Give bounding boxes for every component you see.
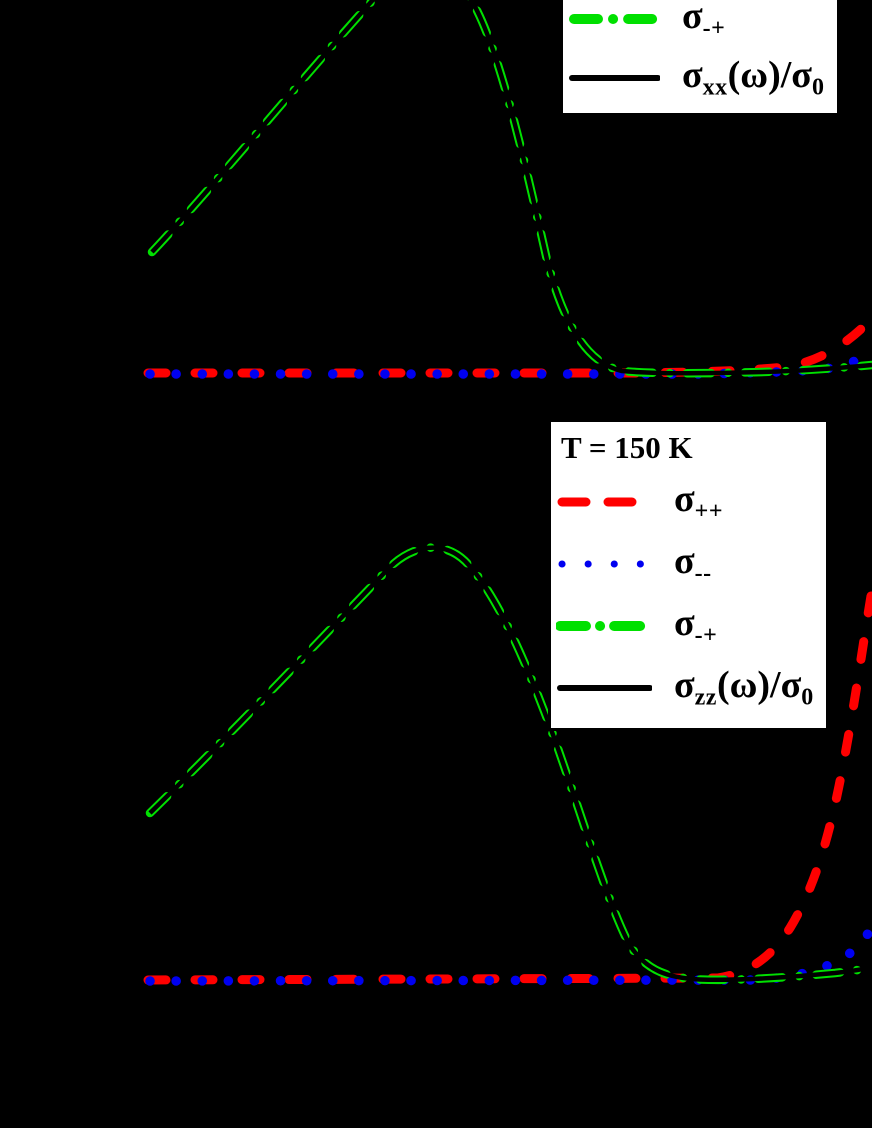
legend-line-sample-dash-dot bbox=[569, 14, 660, 24]
top-curve-sigma-plus-plus bbox=[143, 313, 872, 378]
legend-label: σzz(ω)/σ0 bbox=[674, 663, 814, 711]
bottom-curve-sigma-plus-plus bbox=[143, 591, 872, 985]
legend-line-sample-solid bbox=[557, 684, 652, 691]
bottom-panel-curves bbox=[143, 543, 872, 986]
legend-line-sample-dashed bbox=[557, 497, 652, 507]
legend-label: σ-+ bbox=[674, 601, 718, 649]
top-panel-curves bbox=[143, 0, 872, 379]
legend-label: σ-- bbox=[674, 539, 712, 587]
bottom-curve-sigma-zz-black-core bbox=[148, 545, 872, 983]
legend-label: σxx(ω)/σ0 bbox=[682, 54, 825, 101]
legend-label: σ-+ bbox=[682, 0, 726, 42]
legend-line-sample-dash-dot bbox=[556, 620, 652, 631]
legend-entry: σzz(ω)/σ0 bbox=[551, 657, 826, 719]
legend-entry: σxx(ω)/σ0 bbox=[563, 45, 837, 111]
legend-title: T = 150 K bbox=[561, 430, 693, 465]
legend-line-sample-dotted bbox=[558, 560, 652, 568]
legend-label: σ++ bbox=[674, 477, 723, 525]
top-curve-sigma-xx-black-core bbox=[150, 0, 872, 376]
legend-entry: σ++ bbox=[551, 471, 826, 533]
legend-box-bottom: T = 150 K σ++ σ-- σ-+ σzz(ω)/σ0 bbox=[548, 419, 829, 731]
legend-entry: σ-- bbox=[551, 533, 826, 595]
legend-entry: σ-+ bbox=[563, 0, 837, 45]
legend-entry: σ-+ bbox=[551, 595, 826, 657]
legend-line-sample-solid bbox=[569, 75, 660, 81]
legend-box-top: σ-+ σxx(ω)/σ0 bbox=[560, 0, 840, 116]
